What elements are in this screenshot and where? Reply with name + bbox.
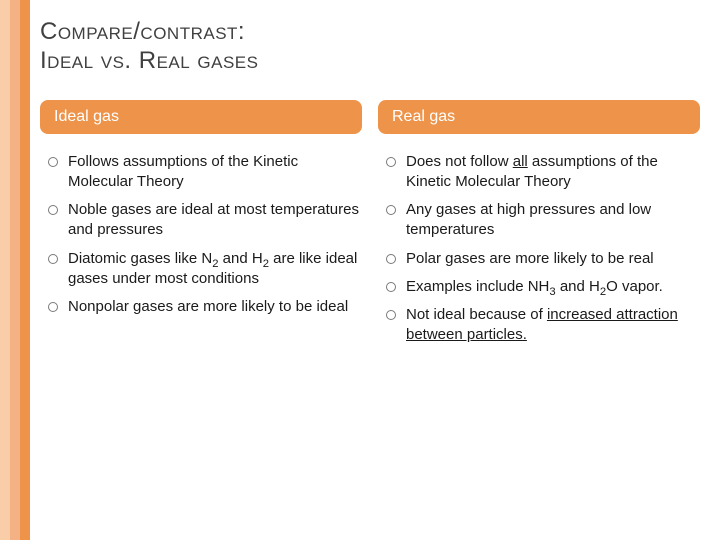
list-item: Examples include NH3 and H2O vapor. [382,277,700,297]
list-item: Polar gases are more likely to be real [382,249,700,269]
accent-bar [0,0,10,540]
heading-real: Real gas [378,100,700,134]
list-item: Does not follow all assumptions of the K… [382,152,700,193]
title-line-1: Compare/contrast: [40,18,245,45]
heading-ideal: Ideal gas [40,100,362,134]
columns: Ideal gas Follows assumptions of the Kin… [40,100,700,354]
list-item: Not ideal because of increased attractio… [382,305,700,346]
list-item: Diatomic gases like N2 and H2 are like i… [44,249,362,290]
accent-bar [20,0,30,540]
slide-content: Compare/contrast: Ideal vs. Real gases I… [40,18,700,354]
list-item: Follows assumptions of the Kinetic Molec… [44,152,362,193]
title-line-2: Ideal vs. Real gases [40,47,258,74]
list-ideal: Follows assumptions of the Kinetic Molec… [40,152,362,318]
slide-title: Compare/contrast: Ideal vs. Real gases [40,18,700,76]
list-item: Nonpolar gases are more likely to be ide… [44,297,362,317]
column-real: Real gas Does not follow all assumptions… [378,100,700,354]
list-real: Does not follow all assumptions of the K… [378,152,700,346]
accent-bars [0,0,30,540]
list-item: Any gases at high pressures and low temp… [382,200,700,241]
list-item: Noble gases are ideal at most temperatur… [44,200,362,241]
column-ideal: Ideal gas Follows assumptions of the Kin… [40,100,362,354]
accent-bar [10,0,20,540]
